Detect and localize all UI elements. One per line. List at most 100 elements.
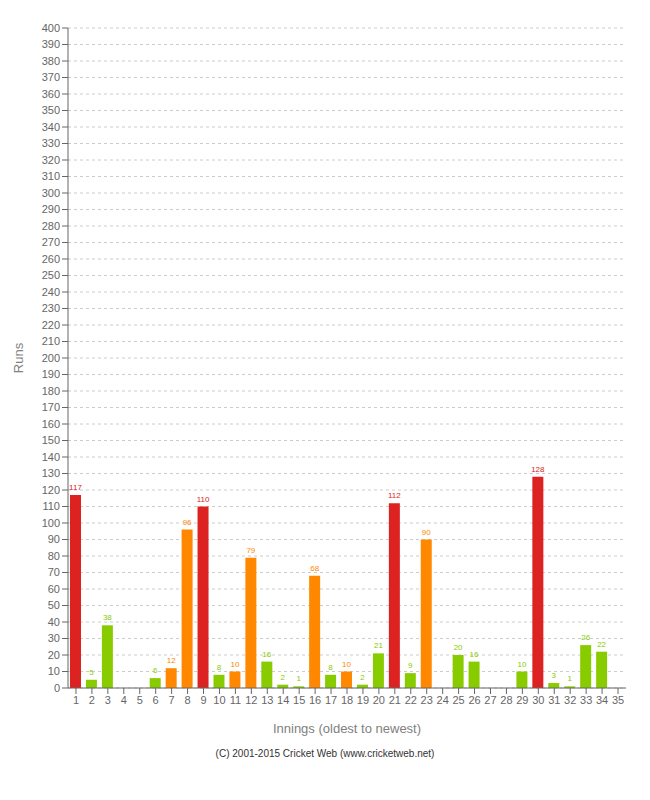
svg-text:26: 26 (581, 633, 590, 642)
svg-text:20: 20 (454, 643, 463, 652)
svg-text:30: 30 (48, 632, 60, 644)
svg-text:10: 10 (48, 665, 60, 677)
svg-text:10: 10 (342, 660, 351, 669)
svg-text:6: 6 (153, 694, 159, 706)
svg-text:27: 27 (484, 694, 496, 706)
svg-text:10: 10 (213, 694, 225, 706)
svg-text:16: 16 (309, 694, 321, 706)
svg-text:230: 230 (42, 302, 60, 314)
svg-text:280: 280 (42, 220, 60, 232)
svg-text:6: 6 (153, 666, 158, 675)
svg-text:8: 8 (328, 663, 333, 672)
svg-text:260: 260 (42, 253, 60, 265)
svg-text:4: 4 (121, 694, 127, 706)
svg-text:170: 170 (42, 401, 60, 413)
svg-text:150: 150 (42, 434, 60, 446)
svg-text:20: 20 (373, 694, 385, 706)
svg-text:16: 16 (470, 650, 479, 659)
svg-text:210: 210 (42, 335, 60, 347)
svg-text:1: 1 (73, 694, 79, 706)
svg-text:21: 21 (374, 641, 383, 650)
svg-text:20: 20 (48, 649, 60, 661)
svg-text:15: 15 (293, 694, 305, 706)
svg-text:25: 25 (452, 694, 464, 706)
svg-text:22: 22 (405, 694, 417, 706)
svg-text:300: 300 (42, 187, 60, 199)
svg-text:18: 18 (341, 694, 353, 706)
svg-text:128: 128 (531, 465, 545, 474)
svg-text:360: 360 (42, 88, 60, 100)
svg-text:2: 2 (360, 673, 365, 682)
svg-text:68: 68 (310, 564, 319, 573)
svg-text:90: 90 (422, 528, 431, 537)
svg-text:5: 5 (89, 668, 94, 677)
svg-text:38: 38 (103, 613, 112, 622)
svg-text:320: 320 (42, 154, 60, 166)
svg-text:40: 40 (48, 616, 60, 628)
svg-text:310: 310 (42, 170, 60, 182)
svg-text:34: 34 (596, 694, 608, 706)
svg-text:390: 390 (42, 38, 60, 50)
svg-text:19: 19 (357, 694, 369, 706)
svg-text:220: 220 (42, 319, 60, 331)
svg-text:0: 0 (54, 682, 60, 694)
svg-text:130: 130 (42, 467, 60, 479)
svg-text:5: 5 (137, 694, 143, 706)
svg-text:8: 8 (185, 694, 191, 706)
svg-text:96: 96 (183, 518, 192, 527)
svg-text:9: 9 (200, 694, 206, 706)
svg-text:350: 350 (42, 104, 60, 116)
svg-text:22: 22 (597, 640, 606, 649)
svg-text:29: 29 (516, 694, 528, 706)
svg-text:60: 60 (48, 583, 60, 595)
svg-text:117: 117 (69, 483, 82, 492)
svg-text:16: 16 (262, 650, 271, 659)
svg-text:32: 32 (564, 694, 576, 706)
svg-text:200: 200 (42, 352, 60, 364)
svg-text:180: 180 (42, 385, 60, 397)
svg-text:24: 24 (437, 694, 449, 706)
svg-text:1: 1 (296, 674, 301, 683)
svg-text:70: 70 (48, 566, 60, 578)
svg-text:250: 250 (42, 269, 60, 281)
svg-text:23: 23 (421, 694, 433, 706)
svg-text:380: 380 (42, 55, 60, 67)
svg-text:160: 160 (42, 418, 60, 430)
svg-text:14: 14 (277, 694, 289, 706)
svg-text:33: 33 (580, 694, 592, 706)
svg-text:340: 340 (42, 121, 60, 133)
svg-text:370: 370 (42, 71, 60, 83)
svg-text:112: 112 (388, 491, 401, 500)
svg-text:290: 290 (42, 203, 60, 215)
svg-text:7: 7 (169, 694, 175, 706)
svg-text:270: 270 (42, 236, 60, 248)
svg-text:80: 80 (48, 550, 60, 562)
svg-text:110: 110 (197, 495, 210, 504)
svg-text:400: 400 (42, 22, 60, 34)
svg-text:190: 190 (42, 368, 60, 380)
svg-text:35: 35 (612, 694, 624, 706)
svg-text:140: 140 (42, 451, 60, 463)
svg-text:12: 12 (167, 656, 176, 665)
svg-text:12: 12 (245, 694, 257, 706)
svg-text:10: 10 (230, 660, 239, 669)
svg-text:90: 90 (48, 533, 60, 545)
svg-text:28: 28 (500, 694, 512, 706)
svg-text:2: 2 (281, 673, 286, 682)
svg-text:330: 330 (42, 137, 60, 149)
svg-text:100: 100 (42, 517, 60, 529)
svg-text:Runs: Runs (11, 342, 26, 373)
svg-text:8: 8 (217, 663, 222, 672)
svg-text:120: 120 (42, 484, 60, 496)
svg-text:79: 79 (246, 546, 255, 555)
svg-text:1: 1 (568, 674, 573, 683)
svg-text:2: 2 (89, 694, 95, 706)
svg-text:110: 110 (42, 500, 60, 512)
svg-text:26: 26 (468, 694, 480, 706)
svg-text:30: 30 (532, 694, 544, 706)
svg-text:10: 10 (517, 660, 526, 669)
svg-text:17: 17 (325, 694, 337, 706)
svg-text:3: 3 (552, 671, 557, 680)
svg-text:31: 31 (548, 694, 560, 706)
svg-text:3: 3 (105, 694, 111, 706)
